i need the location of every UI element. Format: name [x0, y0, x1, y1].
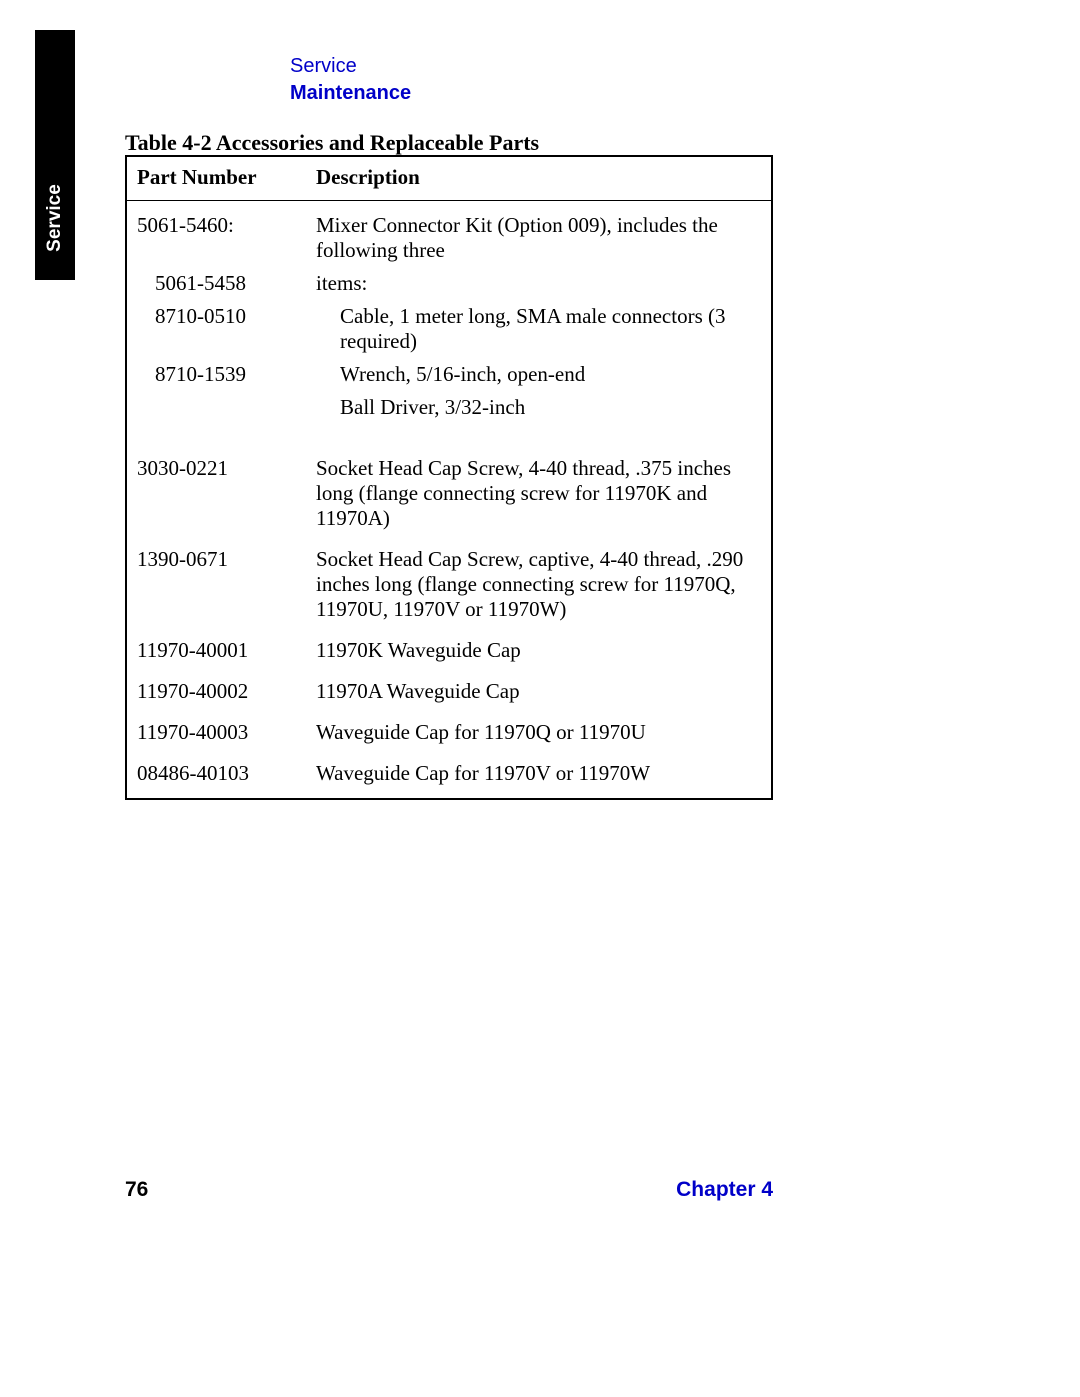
table-row: 5061-5458 items: — [126, 267, 772, 300]
col-header-desc: Description — [306, 156, 772, 201]
table-header-row: Part Number Description — [126, 156, 772, 201]
page-footer: 76 Chapter 4 — [125, 1178, 773, 1202]
table-row: 11970-40003 Waveguide Cap for 11970Q or … — [126, 716, 772, 749]
cell-desc: Socket Head Cap Screw, captive, 4-40 thr… — [306, 543, 772, 626]
cell-desc: 11970A Waveguide Cap — [306, 675, 772, 708]
cell-desc: Ball Driver, 3/32-inch — [306, 391, 772, 424]
table-row-spacer — [126, 626, 772, 634]
cell-part: 11970-40002 — [126, 675, 306, 708]
parts-table: Part Number Description 5061-5460: Mixer… — [125, 155, 773, 800]
page-header: Service Maintenance — [290, 55, 411, 105]
chapter-label: Chapter 4 — [676, 1178, 773, 1202]
cell-desc: Waveguide Cap for 11970Q or 11970U — [306, 716, 772, 749]
cell-desc: Cable, 1 meter long, SMA male connectors… — [306, 300, 772, 358]
table-row: Ball Driver, 3/32-inch — [126, 391, 772, 424]
table-row: 8710-0510 Cable, 1 meter long, SMA male … — [126, 300, 772, 358]
table-row: 08486-40103 Waveguide Cap for 11970V or … — [126, 757, 772, 790]
cell-desc: 11970K Waveguide Cap — [306, 634, 772, 667]
side-tab: Service — [35, 30, 75, 280]
table-row: 11970-40002 11970A Waveguide Cap — [126, 675, 772, 708]
cell-desc: Wrench, 5/16-inch, open-end — [306, 358, 772, 391]
cell-part: 8710-0510 — [126, 300, 306, 358]
header-section: Maintenance — [290, 82, 411, 105]
table-row-spacer — [126, 790, 772, 799]
cell-desc: items: — [306, 267, 772, 300]
cell-part: 1390-0671 — [126, 543, 306, 626]
cell-part: 5061-5458 — [126, 267, 306, 300]
table-row-spacer — [126, 667, 772, 675]
table-row: 3030-0221 Socket Head Cap Screw, 4-40 th… — [126, 452, 772, 535]
page-number: 76 — [125, 1178, 148, 1202]
cell-part: 11970-40001 — [126, 634, 306, 667]
table-row-spacer — [126, 424, 772, 452]
col-header-part: Part Number — [126, 156, 306, 201]
table-caption: Table 4-2 Accessories and Replaceable Pa… — [125, 130, 539, 156]
table-row: 1390-0671 Socket Head Cap Screw, captive… — [126, 543, 772, 626]
table-row: 8710-1539 Wrench, 5/16-inch, open-end — [126, 358, 772, 391]
cell-part — [126, 391, 306, 424]
cell-desc: Waveguide Cap for 11970V or 11970W — [306, 757, 772, 790]
cell-part: 08486-40103 — [126, 757, 306, 790]
side-tab-label: Service — [44, 184, 66, 252]
cell-desc: Socket Head Cap Screw, 4-40 thread, .375… — [306, 452, 772, 535]
cell-desc: Mixer Connector Kit (Option 009), includ… — [306, 209, 772, 267]
cell-part: 5061-5460: — [126, 209, 306, 267]
cell-part: 3030-0221 — [126, 452, 306, 535]
table-row-spacer — [126, 749, 772, 757]
table-row: 5061-5460: Mixer Connector Kit (Option 0… — [126, 209, 772, 267]
table-row-spacer — [126, 201, 772, 210]
table-row: 11970-40001 11970K Waveguide Cap — [126, 634, 772, 667]
page: Service Service Maintenance Table 4-2 Ac… — [0, 0, 1080, 1397]
table-row-spacer — [126, 535, 772, 543]
cell-part: 11970-40003 — [126, 716, 306, 749]
table-row-spacer — [126, 708, 772, 716]
cell-part: 8710-1539 — [126, 358, 306, 391]
header-category: Service — [290, 55, 411, 78]
